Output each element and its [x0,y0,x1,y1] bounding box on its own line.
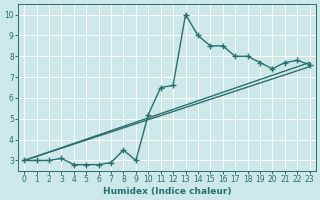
X-axis label: Humidex (Indice chaleur): Humidex (Indice chaleur) [103,187,231,196]
